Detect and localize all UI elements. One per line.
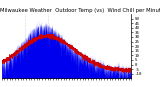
Text: Milwaukee Weather  Outdoor Temp (vs)  Wind Chill per Minute (Last 24 Hours): Milwaukee Weather Outdoor Temp (vs) Wind… <box>0 8 160 13</box>
